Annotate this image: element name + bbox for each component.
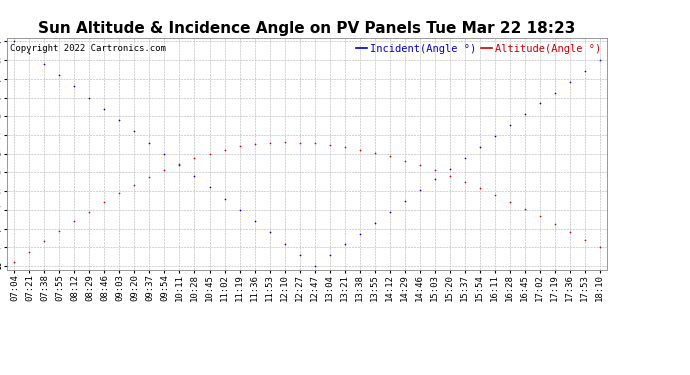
Point — [204, 184, 215, 190]
Point — [429, 176, 440, 182]
Point — [534, 100, 545, 106]
Point — [459, 155, 470, 161]
Point — [99, 199, 110, 205]
Title: Sun Altitude & Incidence Angle on PV Panels Tue Mar 22 18:23: Sun Altitude & Incidence Angle on PV Pan… — [39, 21, 575, 36]
Point — [504, 122, 515, 128]
Point — [69, 83, 80, 89]
Point — [24, 249, 35, 255]
Point — [129, 182, 140, 188]
Point — [564, 79, 575, 85]
Point — [159, 151, 170, 157]
Point — [264, 230, 275, 236]
Point — [99, 106, 110, 112]
Point — [174, 162, 185, 168]
Point — [9, 38, 20, 44]
Point — [279, 241, 290, 247]
Point — [24, 50, 35, 55]
Point — [489, 133, 500, 139]
Point — [489, 192, 500, 198]
Point — [384, 209, 395, 215]
Point — [369, 220, 380, 226]
Point — [114, 190, 125, 196]
Point — [174, 161, 185, 167]
Point — [189, 173, 200, 179]
Point — [249, 141, 260, 147]
Legend: Incident(Angle °), Altitude(Angle °): Incident(Angle °), Altitude(Angle °) — [355, 43, 602, 55]
Point — [339, 242, 350, 248]
Point — [519, 111, 530, 117]
Point — [324, 142, 335, 148]
Point — [339, 144, 350, 150]
Point — [234, 143, 245, 149]
Point — [309, 141, 320, 147]
Point — [39, 238, 50, 244]
Point — [219, 147, 230, 153]
Point — [204, 150, 215, 156]
Point — [69, 218, 80, 224]
Text: Copyright 2022 Cartronics.com: Copyright 2022 Cartronics.com — [10, 45, 166, 54]
Point — [144, 140, 155, 146]
Point — [294, 140, 305, 146]
Point — [549, 221, 560, 227]
Point — [369, 150, 380, 156]
Point — [399, 198, 410, 204]
Point — [159, 167, 170, 173]
Point — [54, 228, 65, 234]
Point — [504, 199, 515, 205]
Point — [444, 173, 455, 179]
Point — [474, 185, 485, 191]
Point — [579, 237, 590, 243]
Point — [84, 94, 95, 100]
Point — [474, 144, 485, 150]
Point — [444, 165, 455, 171]
Point — [414, 187, 425, 193]
Point — [549, 90, 560, 96]
Point — [234, 207, 245, 213]
Point — [594, 57, 605, 63]
Point — [354, 231, 365, 237]
Point — [264, 140, 275, 146]
Point — [279, 139, 290, 145]
Point — [579, 68, 590, 74]
Point — [129, 128, 140, 134]
Point — [429, 167, 440, 173]
Point — [249, 218, 260, 224]
Point — [414, 162, 425, 168]
Point — [399, 158, 410, 164]
Point — [594, 244, 605, 250]
Point — [459, 179, 470, 185]
Point — [309, 263, 320, 269]
Point — [534, 213, 545, 219]
Point — [144, 174, 155, 180]
Point — [39, 61, 50, 67]
Point — [189, 155, 200, 161]
Point — [54, 72, 65, 78]
Point — [354, 147, 365, 153]
Point — [9, 259, 20, 265]
Point — [114, 117, 125, 123]
Point — [324, 252, 335, 258]
Point — [84, 209, 95, 214]
Point — [519, 206, 530, 212]
Point — [384, 153, 395, 159]
Point — [564, 229, 575, 235]
Point — [219, 196, 230, 202]
Point — [294, 252, 305, 258]
